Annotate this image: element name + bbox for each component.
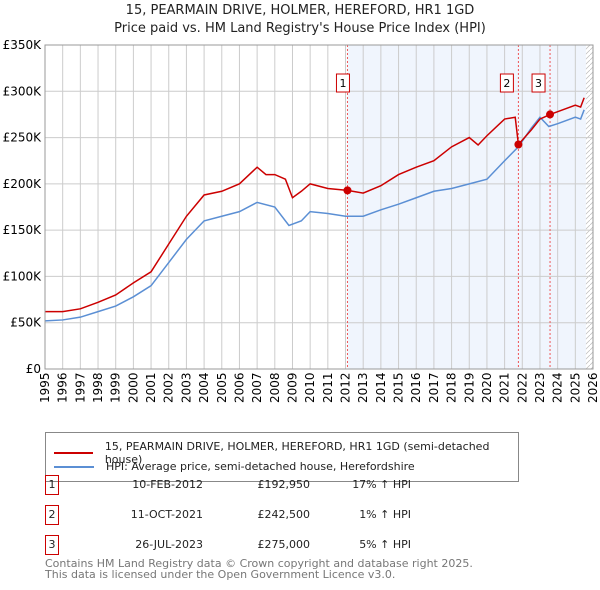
x-tick-label: 2010 [303,372,317,403]
x-tick-label: 2020 [480,372,494,403]
sale-date: 10-FEB-2012 [132,478,203,491]
x-tick-label: 2005 [215,372,229,403]
x-tick-label: 2024 [551,372,565,403]
x-tick-label: 2001 [144,372,158,403]
x-tick-label: 2026 [586,372,600,403]
y-tick-label: £100K [3,269,43,283]
footer: Contains HM Land Registry data © Crown c… [45,558,473,580]
x-tick-label: 2013 [356,372,370,403]
y-tick-label: £300K [3,84,43,98]
sale-hpi-diff: 1% ↑ HPI [359,508,411,521]
sale-number: 1 [45,475,59,495]
x-tick-label: 2012 [339,372,353,403]
sale-date: 11-OCT-2021 [130,508,203,521]
x-tick-label: 1999 [109,372,123,403]
price-chart: 1995 1996 1997 1998 1999 2000 2001 2002 2003 2004… [3,38,600,403]
x-tick-label: 2002 [162,372,176,403]
footer-line-1: Contains HM Land Registry data © Crown c… [45,557,473,570]
chart-subtitle: Price paid vs. HM Land Registry's House … [114,21,486,36]
x-tick-label: 2011 [321,372,335,403]
sale-row: 2 11-OCT-2021 £242,500 1% ↑ HPI [45,505,445,525]
x-tick-label: 2022 [515,372,529,403]
legend-swatch-hpi [54,465,94,468]
x-tick-label: 2007 [250,372,264,403]
legend-swatch-property [54,452,93,454]
sale-number: 3 [45,535,59,555]
sale-price: £275,000 [257,538,311,551]
sale-marker-label: 1 [339,77,346,90]
x-tick-label: 2023 [533,372,547,403]
x-tick-label: 2003 [179,372,193,403]
footer-line-2: This data is licensed under the Open Gov… [45,568,396,581]
sale-marker-box [499,73,514,93]
sale-point[interactable] [514,140,523,149]
y-tick-label: £200K [3,177,43,191]
x-tick-label: 1998 [91,372,105,403]
x-tick-label: 2017 [427,372,441,403]
sale-marker-label: 2 [503,77,510,90]
y-tick-label: £250K [3,131,43,145]
sale-row: 1 10-FEB-2012 £192,950 17% ↑ HPI [45,475,445,495]
legend-label-property: 15, PEARMAIN DRIVE, HOLMER, HEREFORD, HR… [104,440,490,466]
x-tick-label: 1997 [73,372,87,403]
x-tick-label: 2000 [126,372,140,403]
hatched-region [585,45,593,369]
legend-label-hpi: HPI: Average price, semi-detached house,… [106,460,415,473]
sale-hpi-diff: 5% ↑ HPI [359,538,411,551]
sale-hpi-diff: 17% ↑ HPI [352,478,411,491]
x-tick-label: 2014 [374,372,388,403]
shaded-region [347,45,586,369]
plot-frame [44,44,594,370]
y-tick-label: £50K [10,316,42,330]
property-line [45,97,585,313]
x-tick-label: 1996 [56,372,70,403]
legend: 15, PEARMAIN DRIVE, HOLMER, HEREFORD, HR… [45,432,519,482]
x-tick-label: 2016 [409,372,423,403]
sale-number: 2 [45,505,59,525]
x-tick-label: 1995 [38,372,52,403]
sale-marker-label: 3 [535,77,542,90]
hpi-line [44,109,585,322]
x-tick-label: 2015 [392,372,406,403]
x-tick-label: 2009 [285,372,299,403]
sale-marker-box [531,73,546,93]
sale-row: 3 26-JUL-2023 £275,000 5% ↑ HPI [45,535,445,555]
sale-point[interactable] [343,186,352,195]
sale-price: £242,500 [257,508,311,521]
x-tick-label: 2006 [232,372,246,403]
sale-date: 26-JUL-2023 [135,538,203,551]
x-tick-label: 2021 [498,372,512,403]
sale-point[interactable] [546,110,555,119]
x-tick-label: 2008 [268,372,282,403]
y-tick-label: £150K [3,223,43,237]
x-tick-label: 2019 [462,372,476,403]
x-tick-label: 2025 [568,372,582,403]
x-tick-label: 2018 [445,372,459,403]
sale-marker-box [335,73,350,93]
y-tick-label: £0 [26,362,41,376]
sale-price: £192,950 [257,478,311,491]
y-tick-label: £350K [3,38,43,52]
x-tick-label: 2004 [197,372,211,403]
chart-title: 15, PEARMAIN DRIVE, HOLMER, HEREFORD, HR… [125,3,475,18]
